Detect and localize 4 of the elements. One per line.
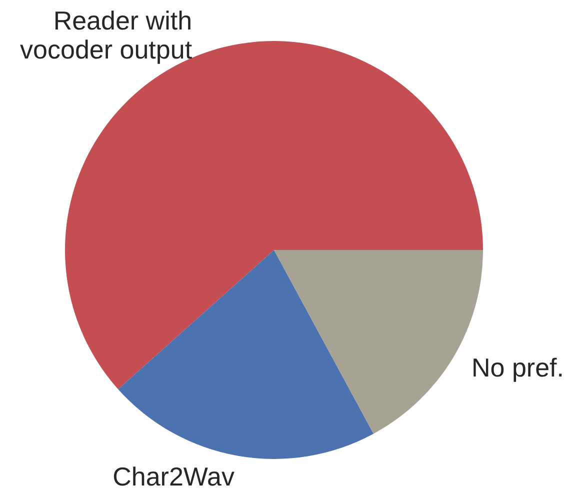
slice-label: No pref. — [472, 352, 564, 383]
slice-label: Reader with vocoder output — [20, 6, 193, 65]
pie-slice — [118, 250, 374, 459]
slice-label: Char2Wav — [112, 461, 234, 491]
